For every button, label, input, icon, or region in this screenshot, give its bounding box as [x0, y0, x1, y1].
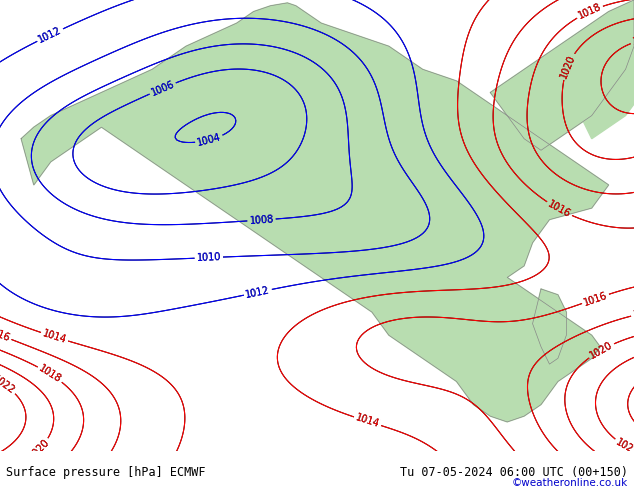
- Text: 1022: 1022: [0, 373, 17, 396]
- Text: 1020: 1020: [588, 340, 614, 361]
- Text: 1022: 1022: [631, 33, 634, 47]
- Text: 1022: 1022: [0, 373, 17, 396]
- Text: 1016: 1016: [582, 290, 609, 308]
- Text: 1016: 1016: [0, 325, 11, 343]
- Text: 1014: 1014: [41, 328, 68, 345]
- Polygon shape: [490, 0, 634, 150]
- Text: 1020: 1020: [27, 437, 51, 462]
- Text: 1018: 1018: [37, 363, 63, 385]
- Text: 1020: 1020: [588, 340, 614, 361]
- Text: 1012: 1012: [37, 25, 63, 45]
- Text: 1018: 1018: [632, 306, 634, 320]
- Text: 1016: 1016: [582, 290, 609, 308]
- Text: 1012: 1012: [245, 285, 271, 300]
- Text: 1014: 1014: [41, 328, 68, 345]
- Text: 1008: 1008: [249, 214, 274, 226]
- Polygon shape: [21, 3, 609, 422]
- Text: 1018: 1018: [576, 2, 603, 21]
- Text: 1004: 1004: [196, 132, 223, 148]
- Text: 1010: 1010: [197, 252, 221, 263]
- Text: 1016: 1016: [0, 325, 11, 343]
- Text: 1022: 1022: [631, 33, 634, 47]
- Text: 1022: 1022: [614, 437, 634, 458]
- Text: 1020: 1020: [559, 53, 577, 80]
- Text: 1004: 1004: [196, 132, 223, 148]
- Text: 1006: 1006: [150, 79, 176, 98]
- Text: 1020: 1020: [27, 437, 51, 462]
- Text: 1010: 1010: [197, 252, 221, 263]
- Text: Surface pressure [hPa] ECMWF: Surface pressure [hPa] ECMWF: [6, 466, 206, 480]
- Text: 1016: 1016: [546, 199, 573, 220]
- Text: ©weatheronline.co.uk: ©weatheronline.co.uk: [512, 478, 628, 488]
- Text: 1012: 1012: [245, 285, 271, 300]
- Text: 1006: 1006: [150, 79, 176, 98]
- Text: 1008: 1008: [249, 214, 274, 226]
- Text: 1014: 1014: [354, 413, 380, 430]
- Text: 1014: 1014: [354, 413, 380, 430]
- Polygon shape: [533, 289, 566, 364]
- Text: 1012: 1012: [37, 25, 63, 45]
- Text: 1018: 1018: [576, 2, 603, 21]
- Text: Tu 07-05-2024 06:00 UTC (00+150): Tu 07-05-2024 06:00 UTC (00+150): [399, 466, 628, 480]
- Text: 1016: 1016: [546, 199, 573, 220]
- Text: 1018: 1018: [37, 363, 63, 385]
- Text: 1020: 1020: [559, 53, 577, 80]
- Text: 1022: 1022: [614, 437, 634, 458]
- Polygon shape: [575, 0, 634, 139]
- Text: 1018: 1018: [632, 306, 634, 320]
